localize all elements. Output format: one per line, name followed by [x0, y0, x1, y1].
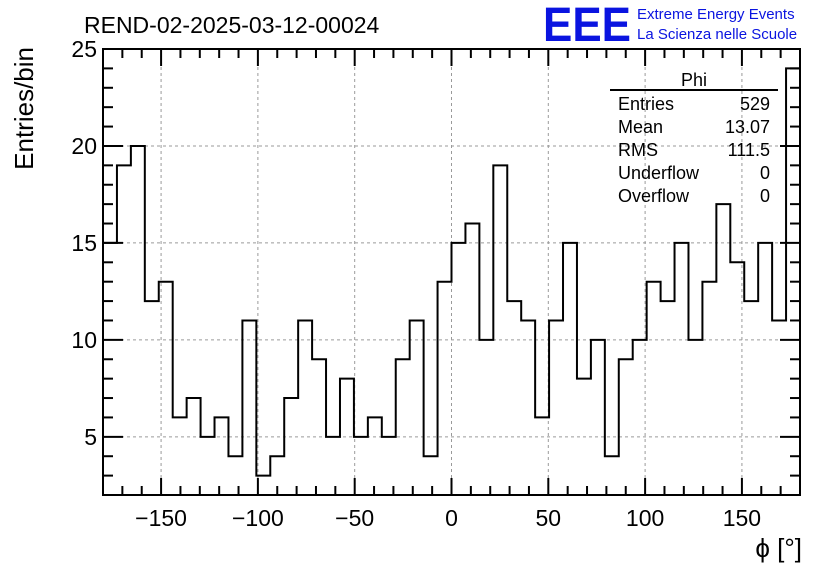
stats-title: Phi — [681, 70, 707, 90]
x-tick-labels: −150 −100 −50 0 50 100 150 — [135, 505, 761, 531]
x-tick-label: −100 — [232, 505, 284, 531]
logo-line-1: Extreme Energy Events — [637, 6, 795, 23]
stats-entries-value: 529 — [740, 94, 770, 114]
axis-ticks — [102, 48, 801, 496]
stats-mean-label: Mean — [618, 117, 663, 137]
y-tick-label: 20 — [71, 133, 97, 159]
chart-title: REND-02-2025-03-12-00024 — [84, 12, 380, 38]
y-tick-label: 15 — [71, 230, 97, 256]
x-tick-label: 0 — [445, 505, 458, 531]
y-tick-label: 10 — [71, 327, 97, 353]
logo-mark: EEE — [543, 0, 631, 52]
histogram-outline — [102, 67, 801, 495]
stats-rms-label: RMS — [618, 140, 658, 160]
stats-underflow-value: 0 — [760, 163, 770, 183]
y-tick-label: 25 — [71, 36, 97, 62]
x-tick-label: 50 — [536, 505, 562, 531]
stats-overflow-value: 0 — [760, 186, 770, 206]
y-tick-label: 5 — [84, 424, 97, 450]
stats-mean-value: 13.07 — [725, 117, 770, 137]
x-axis-label: ϕ [°] — [755, 533, 802, 563]
x-tick-label: −50 — [335, 505, 374, 531]
y-axis-label: Entries/bin — [9, 47, 39, 170]
logo-line-2: La Scienza nelle Scuole — [637, 26, 797, 43]
eee-logo: EEE Extreme Energy Events La Scienza nel… — [543, 0, 797, 52]
x-tick-label: 100 — [626, 505, 664, 531]
x-tick-label: −150 — [135, 505, 187, 531]
stats-box: Phi Entries 529 Mean 13.07 RMS 111.5 Und… — [610, 70, 778, 206]
stats-rms-value: 111.5 — [728, 140, 770, 160]
y-tick-labels: 5 10 15 20 25 — [71, 36, 97, 450]
stats-overflow-label: Overflow — [618, 186, 690, 206]
x-tick-label: 150 — [723, 505, 761, 531]
stats-entries-label: Entries — [618, 94, 674, 114]
stats-underflow-label: Underflow — [618, 163, 700, 183]
